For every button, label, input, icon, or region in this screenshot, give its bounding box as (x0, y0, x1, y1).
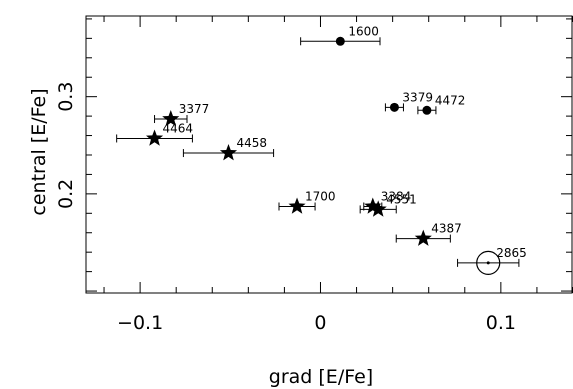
open-circle-center (486, 261, 490, 265)
point-label: 4464 (163, 121, 194, 135)
point-label: 3384 (381, 189, 412, 203)
point-label: 3379 (402, 90, 433, 104)
point-label: 2865 (496, 246, 527, 260)
star-marker (414, 229, 432, 246)
star-marker (145, 129, 164, 146)
point-label: 1700 (305, 189, 336, 203)
star-marker (162, 110, 180, 127)
data-point-3379: 3379 (384, 90, 433, 112)
data-point-4464: 4464 (116, 121, 194, 146)
x-tick-label: 0.1 (486, 312, 516, 334)
circle-marker (389, 102, 399, 112)
point-label: 1600 (348, 24, 379, 38)
data-point-1600: 1600 (300, 24, 381, 46)
y-axis-label: central [E/Fe] (28, 88, 50, 215)
open-circle-marker (476, 250, 501, 275)
x-axis-label: grad [E/Fe] (269, 366, 373, 388)
y-tick-label: 0.3 (55, 82, 77, 112)
star-marker (364, 197, 382, 214)
star-marker (219, 144, 238, 161)
data-point-4458: 4458 (182, 136, 275, 161)
point-label: 4387 (431, 222, 462, 236)
point-label: 4551 (386, 192, 417, 206)
data-point-3377: 3377 (154, 102, 210, 127)
x-tick-label: −0.1 (117, 312, 163, 334)
data-point-4472: 4472 (417, 93, 466, 115)
circle-marker (422, 105, 432, 115)
data-point-4551: 4551 (359, 192, 417, 217)
star-marker (288, 197, 306, 214)
star-marker (369, 200, 387, 217)
point-label: 4458 (236, 136, 267, 150)
circle-marker (335, 36, 345, 46)
data-point-4387: 4387 (395, 222, 462, 246)
plot-axes: −0.1 0 0.1 0.2 0.3 (55, 15, 573, 334)
y-tick-label: 0.2 (55, 179, 77, 209)
point-label: 4472 (435, 93, 466, 107)
data-point-1700: 1700 (278, 189, 336, 214)
x-tick-label: 0 (314, 312, 326, 334)
data-point-2865: 2865 (457, 246, 527, 275)
point-label: 3377 (179, 102, 210, 116)
